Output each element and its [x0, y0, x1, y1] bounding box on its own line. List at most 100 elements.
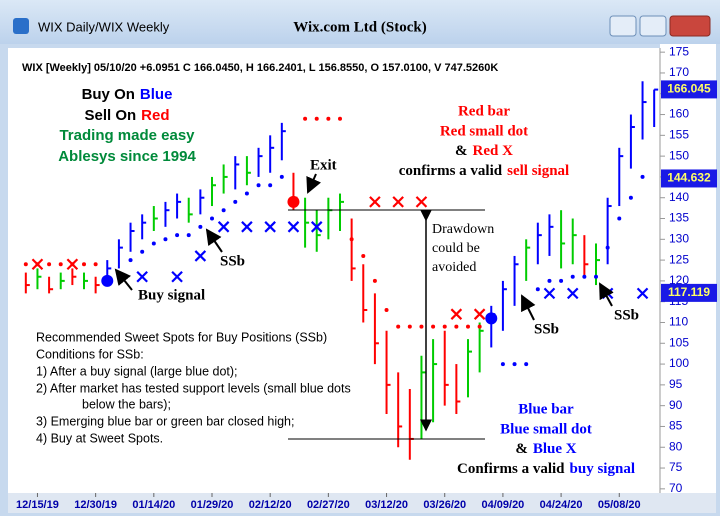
- sell-dot: [431, 324, 436, 329]
- x-tick-label: 12/15/19: [16, 499, 59, 511]
- buy-dot: [605, 245, 610, 250]
- buy-dot: [198, 224, 203, 229]
- sell-dot: [47, 262, 52, 267]
- y-tick-label: 100: [669, 356, 689, 370]
- buy-signal-dot: [485, 312, 498, 325]
- maximize-button[interactable]: [639, 15, 667, 37]
- y-tick-label: 150: [669, 148, 689, 162]
- x-tick-label: 04/09/20: [481, 499, 524, 511]
- buy-rule: & Blue X: [515, 441, 576, 457]
- minimize-button[interactable]: [609, 15, 637, 37]
- x-mark: [287, 221, 300, 233]
- price-label: 117.119: [668, 285, 710, 299]
- window-title: WIX Daily/WIX Weekly: [38, 19, 170, 34]
- x-mark: [392, 196, 404, 208]
- text-part: Buy On: [82, 86, 135, 103]
- y-tick-label: 70: [669, 481, 683, 495]
- sell-dot: [326, 116, 331, 121]
- ssb-label: SSb: [614, 307, 639, 323]
- buy-dot: [559, 278, 564, 283]
- y-tick-label: 140: [669, 190, 689, 204]
- buy-dot: [640, 174, 645, 179]
- x-mark: [171, 270, 183, 283]
- y-tick-label: 175: [669, 44, 689, 58]
- note-line: 4) Buy at Sweet Spots.: [36, 431, 163, 445]
- y-tick-label: 130: [669, 231, 689, 245]
- note-line: 2) After market has tested support level…: [36, 381, 351, 395]
- x-tick-label: 01/29/20: [191, 499, 234, 511]
- arrow: [205, 228, 223, 253]
- x-mark: [543, 287, 556, 300]
- buy-dot: [582, 274, 587, 279]
- sell-rule: & Red X: [455, 143, 513, 159]
- tagline: Ablesys since 1994: [58, 148, 196, 165]
- sell-signal-dot: [287, 195, 300, 208]
- x-mark: [241, 221, 253, 233]
- x-mark: [194, 250, 207, 262]
- y-axis-area: [660, 44, 716, 493]
- sell-dot: [58, 262, 63, 267]
- buy-dot: [233, 199, 238, 204]
- x-mark: [566, 287, 579, 300]
- text-part: Red X: [473, 143, 514, 159]
- label-bg: [429, 220, 489, 282]
- sell-dot: [477, 324, 482, 329]
- sell-on-text: Sell On Red: [84, 107, 169, 124]
- x-mark: [415, 196, 428, 208]
- arrow: [306, 173, 321, 194]
- buy-dot: [256, 183, 261, 188]
- buy-dot: [617, 216, 622, 221]
- text-part: &: [455, 143, 468, 159]
- sell-dot: [384, 308, 389, 313]
- x-tick-label: 04/24/20: [540, 499, 583, 511]
- title-bar: [0, 0, 720, 44]
- x-tick-label: 05/08/20: [598, 499, 641, 511]
- note-line: 1) After a buy signal (large blue dot);: [36, 364, 238, 378]
- buy-dot: [210, 216, 214, 221]
- exit-label: Exit: [310, 157, 337, 173]
- buy-dot: [175, 233, 180, 238]
- buy-rule: Blue bar: [518, 401, 574, 417]
- x-mark: [450, 308, 463, 320]
- buy-dot: [594, 274, 598, 279]
- note-line: Recommended Sweet Spots for Buy Position…: [36, 330, 327, 344]
- sell-dot: [372, 278, 377, 283]
- drawdown-label: avoided: [432, 260, 476, 275]
- text-part: sell signal: [507, 163, 569, 179]
- buy-dot: [244, 191, 249, 196]
- buy-on-text: Buy On Blue: [82, 86, 173, 103]
- note-line: below the bars);: [82, 397, 171, 411]
- sell-dot: [349, 237, 354, 242]
- x-tick-label: 03/12/20: [365, 499, 408, 511]
- x-tick-label: 03/26/20: [423, 499, 466, 511]
- y-tick-label: 120: [669, 273, 689, 287]
- x-mark: [473, 308, 486, 320]
- y-tick-label: 135: [669, 211, 689, 225]
- sell-rule: Red small dot: [440, 123, 528, 139]
- app-icon: [13, 18, 29, 34]
- sell-dot: [361, 253, 366, 258]
- price-label: 144.632: [667, 171, 711, 185]
- x-tick-label: 02/27/20: [307, 499, 350, 511]
- arrow: [599, 282, 614, 307]
- close-button[interactable]: [669, 15, 711, 37]
- price-label-box: [661, 169, 717, 188]
- sell-dot: [314, 116, 319, 121]
- x-tick-label: 01/14/20: [132, 499, 175, 511]
- sell-dot: [338, 116, 342, 121]
- sell-dot: [466, 324, 470, 329]
- y-tick-label: 85: [669, 419, 683, 433]
- sell-rule: Red bar: [458, 103, 510, 119]
- buy-dot: [221, 208, 226, 213]
- sell-dot: [454, 324, 459, 329]
- text-part: Red: [141, 107, 169, 124]
- arrow: [114, 268, 133, 291]
- sell-dot: [396, 324, 401, 329]
- sell-rule: confirms a valid sell signal: [399, 163, 569, 179]
- buy-dot: [163, 237, 168, 242]
- buy-dot: [512, 362, 517, 367]
- buy-dot: [140, 249, 145, 254]
- buy-signal-dot: [101, 274, 114, 287]
- note-line: Conditions for SSb:: [36, 347, 144, 361]
